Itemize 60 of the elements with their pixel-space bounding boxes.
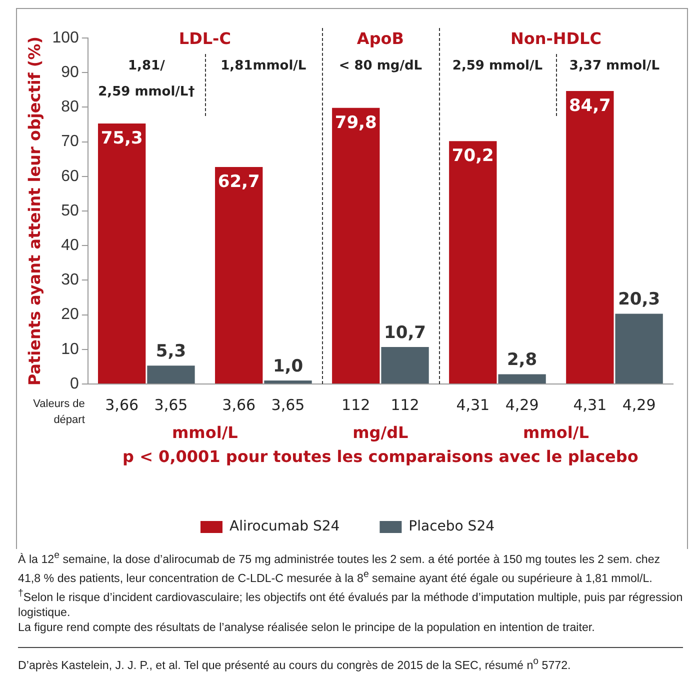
text: 4,31	[456, 396, 490, 414]
data-label: 75,3	[100, 128, 143, 148]
text: 3,66	[105, 396, 139, 414]
text: 4,31	[573, 396, 607, 414]
bar	[566, 90, 614, 384]
text: mmol/L	[523, 423, 589, 442]
bar	[215, 167, 263, 384]
y-tick-label: 60	[61, 168, 79, 185]
x-tick-label: 2,59 mmol/L	[452, 58, 543, 74]
bar	[147, 366, 195, 384]
text: La figure rend compte des résultats de l’analyse réalisée selon le principe de la population en intention de traiter.	[18, 620, 596, 635]
data-label: 1,0	[272, 356, 304, 376]
text: 3,65	[271, 396, 305, 414]
y-tick-label: 20	[61, 306, 79, 324]
annotation: Non-HDLC	[510, 29, 602, 48]
x-tick-label: < 80 mg/dL	[338, 58, 422, 74]
text: 3,65	[154, 396, 188, 414]
legend-label: Placebo S24	[408, 518, 495, 535]
text: À la 12$^{e}$ semaine, la dose d’alirocumab de 75 mg administrée toutes les 2 sem. a été portée à 150 mg toutes les 2 sem. chez 41,8 % des patients, leur concentration de C-LDL-C mesurée à la 8$^{e}$ semaine ayant été égale ou supérieure à 1,81 mmol/L. $^{†}$Selon le risque d’incident cardiovasculaire; les objectifs ont été évalués par la méthode d’imputation multiple, puis par régression logistique.	[18, 550, 683, 619]
y-tick-label: 90	[61, 64, 79, 82]
bar	[615, 314, 663, 384]
bar	[498, 374, 546, 384]
text: mg/dL	[352, 423, 408, 442]
bar	[332, 108, 380, 384]
x-tick-label: 3,37 mmol/L	[569, 58, 660, 74]
y-tick-label: 50	[61, 202, 79, 220]
text: 112	[342, 396, 370, 414]
bar	[264, 380, 312, 384]
data-label: 5,3	[156, 342, 186, 362]
bar	[449, 141, 497, 384]
text: 4,29	[505, 396, 539, 414]
bar	[381, 346, 429, 384]
bar	[98, 123, 146, 384]
y-tick-label: 100	[52, 29, 79, 46]
text: p < 0,0001 pour toutes les comparaisons avec le placebo	[122, 447, 638, 466]
y-tick-label: 10	[61, 340, 79, 358]
data-label: 70,2	[452, 146, 494, 166]
data-label: 2,8	[506, 350, 538, 370]
data-label: 20,3	[618, 290, 660, 310]
annotation: ApoB	[356, 29, 404, 48]
text: 4,29	[622, 396, 656, 414]
y-tick-label: 30	[61, 272, 79, 289]
text: D’après Kastelein, J. J. P., et al. Tel que présenté au cours du congrès de 2015 de la SEC, résumé n$^{o}$ 5772.	[18, 646, 683, 672]
text: mmol/L	[172, 423, 238, 442]
text: Valeurs de départ	[33, 398, 85, 426]
y-tick-label: 0	[70, 375, 79, 392]
data-label: 10,7	[384, 322, 426, 343]
data-label: 79,8	[334, 112, 377, 133]
data-label: 62,7	[218, 172, 260, 192]
y-tick-label: 40	[61, 237, 79, 254]
y-tick-label: 80	[61, 98, 79, 116]
x-tick-label: 1,81/ 2,59 mmol/L†	[98, 58, 196, 100]
text: 3,66	[222, 396, 256, 414]
annotation: LDL-C	[178, 29, 231, 48]
y-tick-label: 70	[61, 133, 79, 150]
y-axis-title: Patients ayant atteint leur objectif (%)	[24, 36, 44, 386]
text: 112	[390, 396, 420, 414]
x-tick-label: 1,81mmol/L	[220, 58, 306, 74]
legend-label: Alirocumab S24	[229, 518, 340, 535]
data-label: 84,7	[568, 96, 611, 116]
